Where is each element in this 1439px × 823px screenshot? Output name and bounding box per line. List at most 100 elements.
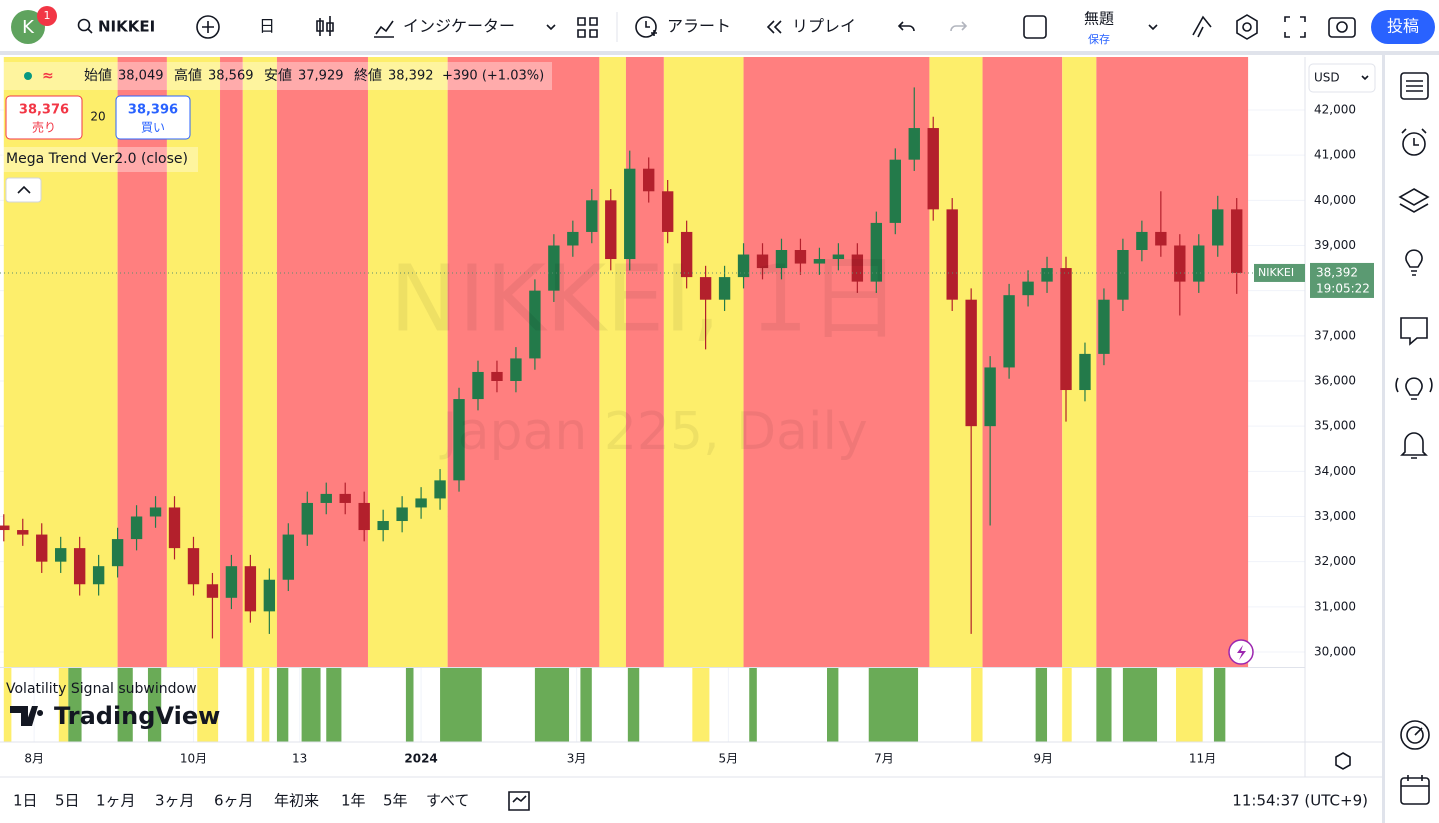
trend-zone xyxy=(599,57,626,667)
chart-type-icon[interactable] xyxy=(316,16,334,36)
streams-icon[interactable] xyxy=(1395,377,1433,400)
symbol[interactable]: NIKKEI xyxy=(98,18,155,36)
replay-icon[interactable] xyxy=(766,20,782,34)
sell-price[interactable]: 38,376 xyxy=(19,103,69,118)
publish-button[interactable] xyxy=(1371,10,1435,44)
dom-icon[interactable] xyxy=(1400,720,1430,750)
quick-search-icon[interactable] xyxy=(1192,15,1212,38)
candle-body xyxy=(358,502,370,531)
notification-badge[interactable] xyxy=(37,6,57,26)
date-range-icon[interactable] xyxy=(508,791,530,811)
indicator-name[interactable]: Mega Trend Ver2.0 (close) xyxy=(6,151,188,167)
layouts-icon[interactable] xyxy=(577,17,598,38)
collapse-button[interactable] xyxy=(5,177,42,203)
candle-body xyxy=(187,548,200,585)
clock[interactable]: 11:54:37 (UTC+9) xyxy=(1232,792,1368,810)
ideas-icon[interactable] xyxy=(1405,249,1423,276)
layers-icon[interactable] xyxy=(1398,188,1430,213)
y-tick-label: 39,000 xyxy=(1314,238,1356,252)
chat-icon[interactable] xyxy=(1400,317,1428,346)
indicators-chevron[interactable] xyxy=(546,24,556,31)
layout-chevron[interactable] xyxy=(1148,24,1158,31)
sell-label[interactable]: 売り xyxy=(32,120,56,135)
undo-icon[interactable] xyxy=(897,21,915,32)
save[interactable]: 保存 xyxy=(1088,32,1110,46)
signal-bar xyxy=(1122,668,1158,742)
candle-body xyxy=(680,231,693,278)
candle-body xyxy=(111,539,124,567)
alert[interactable]: アラート xyxy=(667,17,731,36)
interval[interactable]: 日 xyxy=(259,17,275,36)
symbol-label-bg xyxy=(1254,263,1305,282)
layout-name[interactable]: 無題 xyxy=(1084,10,1114,28)
currency-button[interactable] xyxy=(1308,63,1376,93)
signal-bar xyxy=(1062,668,1072,742)
publish[interactable]: 投稿 xyxy=(1387,17,1419,36)
buy-button[interactable] xyxy=(115,95,191,140)
signal-bar xyxy=(440,668,482,742)
range-button[interactable]: すべて xyxy=(426,792,469,810)
buy-price[interactable]: 38,396 xyxy=(128,103,178,118)
candle-body xyxy=(851,254,864,282)
x-tick-label: 7月 xyxy=(874,752,894,766)
candle-body xyxy=(870,222,883,282)
candle-body xyxy=(92,566,105,585)
redo-icon[interactable] xyxy=(950,21,968,32)
watchlist-lines xyxy=(1406,80,1423,92)
candle-body xyxy=(1060,268,1072,391)
signal-bar xyxy=(1176,668,1203,742)
notifications-icon[interactable] xyxy=(1400,432,1428,459)
settings-top-icon[interactable] xyxy=(1236,14,1258,40)
settings-icon[interactable] xyxy=(1335,752,1351,770)
candle-body xyxy=(567,231,579,246)
dom-needle xyxy=(1414,727,1423,736)
alerts-icon[interactable] xyxy=(1402,132,1426,156)
notification-count[interactable]: 1 xyxy=(44,9,51,22)
y-tick-label: 35,000 xyxy=(1314,419,1356,433)
signal-bar xyxy=(147,668,162,742)
candle-body xyxy=(0,525,10,531)
currency[interactable]: USD xyxy=(1314,71,1340,85)
screenshot-icon[interactable] xyxy=(1328,17,1356,38)
candle-body xyxy=(168,507,181,549)
range-button[interactable]: 年初来 xyxy=(274,792,319,810)
compare-button[interactable] xyxy=(196,15,220,39)
candle-body xyxy=(1174,245,1186,282)
indicators[interactable]: インジケーター xyxy=(403,17,515,36)
avatar[interactable] xyxy=(11,10,45,44)
calendar-icon[interactable] xyxy=(1400,777,1430,805)
replay[interactable]: リプレイ xyxy=(792,17,856,36)
sell-button[interactable] xyxy=(5,95,83,140)
buy-label[interactable]: 買い xyxy=(141,121,165,135)
candle-body xyxy=(1079,353,1091,391)
trend-zone xyxy=(982,57,1063,667)
range-button[interactable]: 3ヶ月 xyxy=(155,792,195,810)
right-sidebar xyxy=(1383,55,1439,823)
candle-body xyxy=(984,367,996,427)
compare-icon xyxy=(202,21,214,33)
range-button[interactable]: 6ヶ月 xyxy=(214,792,254,810)
range-button[interactable]: 1日 xyxy=(13,792,38,810)
spread: 20 xyxy=(90,110,105,124)
legend-value: 38,049 xyxy=(118,69,164,84)
candle-body xyxy=(889,159,901,223)
y-tick-label: 37,000 xyxy=(1314,328,1356,342)
candle-body xyxy=(339,493,351,503)
indicators-icon[interactable] xyxy=(374,20,394,38)
avatar-letter[interactable]: K xyxy=(22,17,35,38)
range-button[interactable]: 5日 xyxy=(55,792,80,810)
range-button[interactable]: 5年 xyxy=(383,792,408,810)
candle-body xyxy=(624,168,636,260)
fullscreen-icon[interactable] xyxy=(1284,16,1306,38)
range-button[interactable]: 1年 xyxy=(341,792,366,810)
layout-icon[interactable] xyxy=(1023,15,1047,39)
range-button[interactable]: 1ヶ月 xyxy=(96,792,136,810)
signal-bar xyxy=(276,668,289,742)
alert-icon[interactable] xyxy=(635,16,657,38)
candle-body xyxy=(737,254,750,278)
range-buttons: 1日 5日 1ヶ月 3ヶ月 6ヶ月 年初来 1年 5年 すべて xyxy=(13,792,469,810)
watchlist-icon[interactable] xyxy=(1400,72,1429,100)
screenshot-lens xyxy=(1336,21,1348,33)
signal-bar xyxy=(197,668,219,742)
search-icon[interactable] xyxy=(77,18,91,32)
